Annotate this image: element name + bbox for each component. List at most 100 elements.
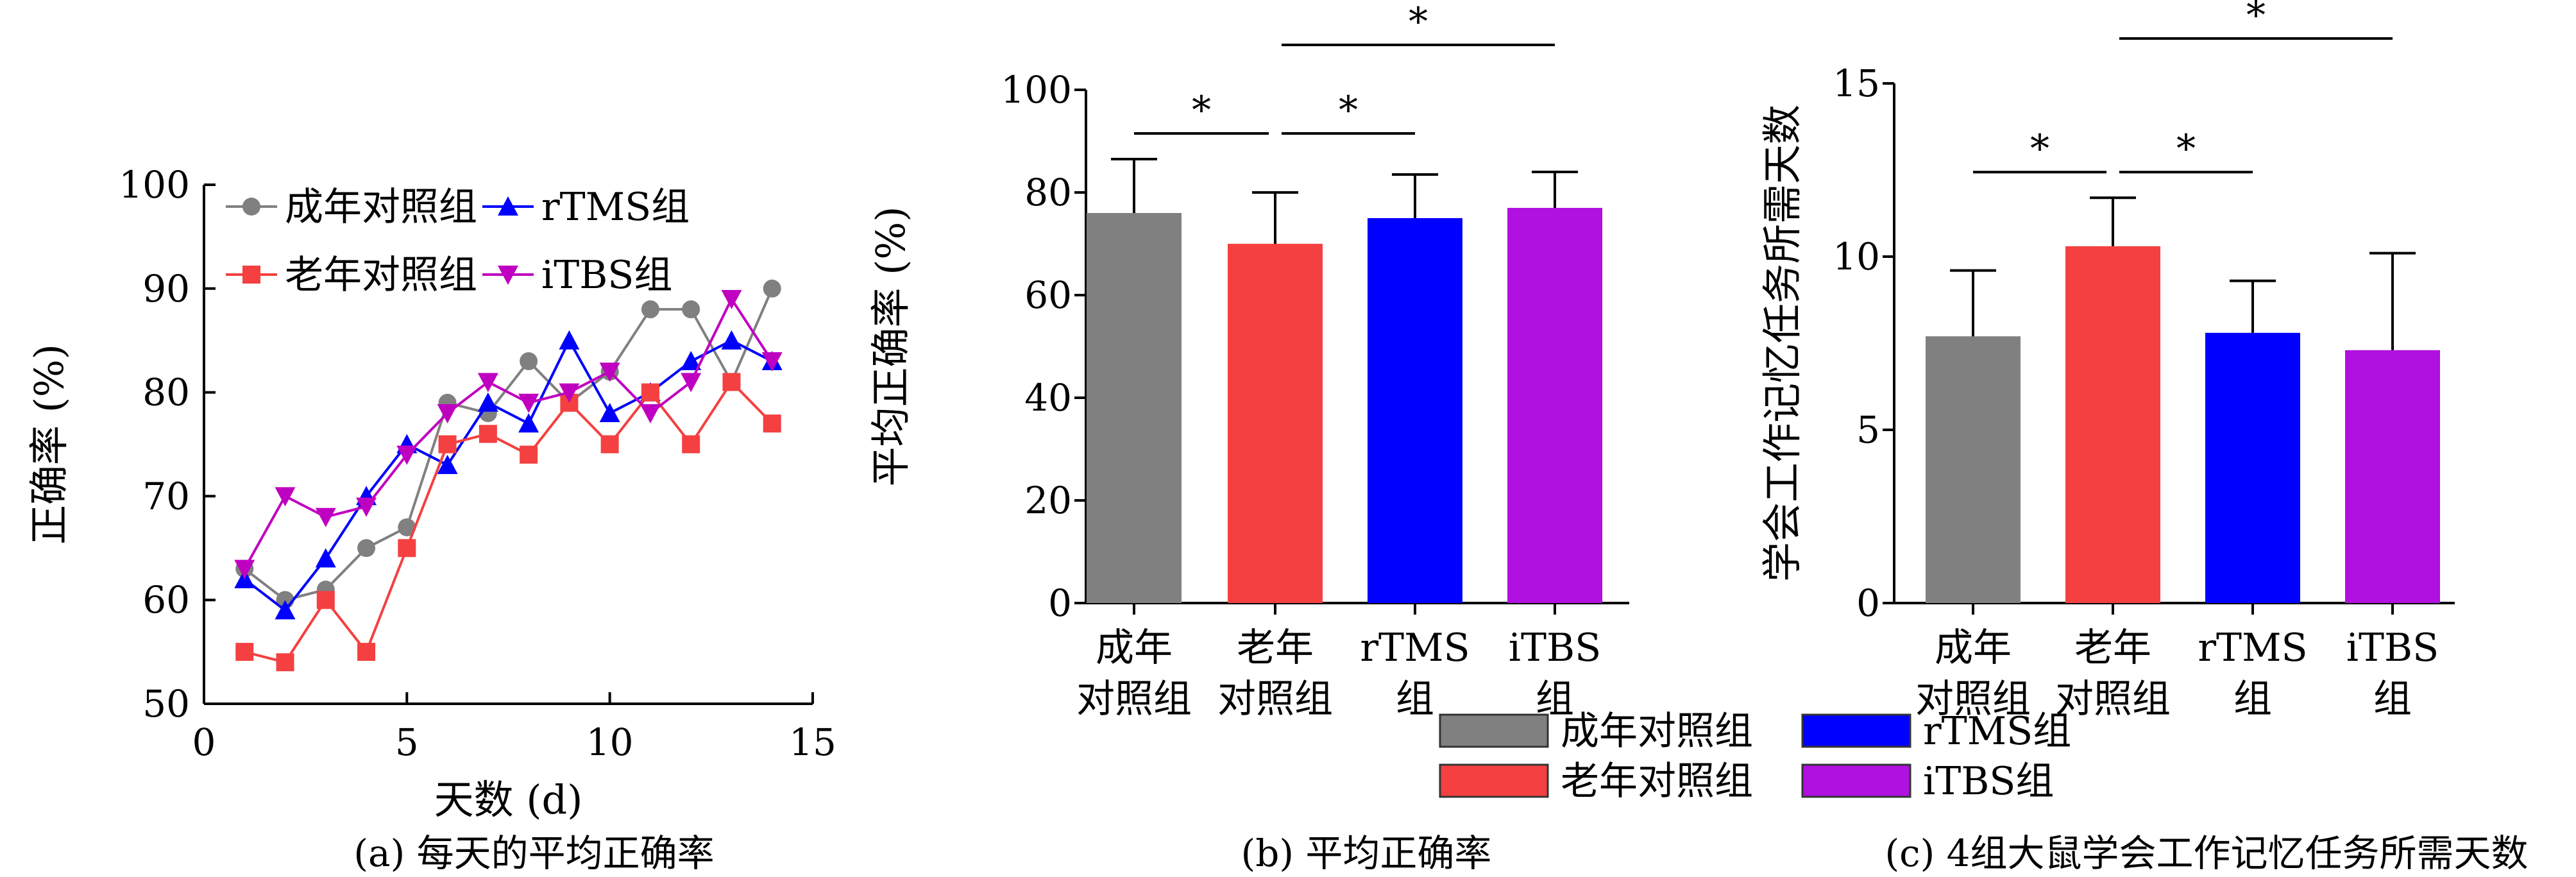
data-point xyxy=(357,643,376,661)
data-point xyxy=(681,373,702,393)
data-point xyxy=(599,402,620,422)
data-point xyxy=(477,392,498,412)
data-point xyxy=(518,413,539,433)
data-point xyxy=(682,300,700,319)
x-tick-label: 0 xyxy=(192,720,216,764)
x-tick-label: 组 xyxy=(1396,677,1434,722)
y-axis-title: 学会工作记忆任务所需天数 xyxy=(1759,105,1806,582)
legend-marker xyxy=(498,196,518,216)
y-axis-title: 正确率 (%) xyxy=(26,344,72,545)
legend-label: iTBS组 xyxy=(541,253,672,298)
x-tick-label: 老年 xyxy=(2074,626,2151,670)
y-tick-label: 20 xyxy=(1024,479,1072,522)
y-tick-label: 0 xyxy=(1856,581,1880,625)
legend-swatch xyxy=(1439,763,1549,798)
y-tick-label: 50 xyxy=(142,682,190,726)
y-tick-label: 15 xyxy=(1833,62,1880,105)
data-point xyxy=(641,300,659,319)
data-point xyxy=(761,352,783,372)
data-point xyxy=(437,404,458,423)
x-tick-label: 10 xyxy=(586,720,634,764)
data-point xyxy=(315,548,336,568)
legend-swatch xyxy=(1801,713,1911,748)
data-point xyxy=(763,414,781,433)
bar xyxy=(1087,213,1182,603)
legend-item: iTBS组 xyxy=(1801,759,2054,804)
y-axis-title: 平均正确率 (%) xyxy=(867,207,914,487)
bar xyxy=(2345,350,2440,603)
y-tick-label: 100 xyxy=(1001,68,1072,112)
legend-label: 成年对照组 xyxy=(285,185,477,230)
data-point xyxy=(559,383,580,403)
x-tick-label: 成年 xyxy=(1935,626,2012,670)
significance-bracket: * xyxy=(2119,126,2253,174)
bar xyxy=(1507,208,1602,603)
y-tick-label: 70 xyxy=(142,474,190,518)
data-point xyxy=(477,373,498,393)
bar-group: rTMS 组 xyxy=(1360,173,1470,722)
legend-item: 老年对照组 xyxy=(226,253,477,298)
data-point xyxy=(235,643,254,661)
x-tick-label: iTBS xyxy=(1509,626,1601,670)
bar-group: iTBS组 xyxy=(2345,251,2440,722)
y-tick-label: 80 xyxy=(142,371,190,414)
y-tick-label: 90 xyxy=(142,267,190,311)
x-tick-label: 老年 xyxy=(1237,626,1314,670)
bar-group: iTBS组 xyxy=(1507,171,1602,722)
legend-swatch xyxy=(1439,713,1549,748)
bar xyxy=(1368,218,1462,603)
bar-group: 老年对照组 xyxy=(1217,191,1333,722)
data-point xyxy=(396,445,418,465)
x-tick-label: 5 xyxy=(395,720,419,764)
data-point xyxy=(356,497,377,517)
legend-label: 老年对照组 xyxy=(285,253,477,298)
significance-star: * xyxy=(2176,126,2196,171)
data-point xyxy=(398,518,416,536)
data-point xyxy=(763,279,781,298)
legend-item: rTMS组 xyxy=(1801,709,2071,754)
data-point xyxy=(276,653,294,672)
legend-item: 成年对照组 xyxy=(1439,709,1753,754)
panel-caption: (a) 每天的平均正确率 xyxy=(353,831,714,875)
bar-group: 成年对照组 xyxy=(1915,269,2031,722)
y-tick-label: 40 xyxy=(1024,376,1072,420)
data-point xyxy=(681,351,702,371)
y-tick-label: 0 xyxy=(1048,581,1072,625)
legend-marker xyxy=(242,266,260,284)
data-point xyxy=(520,352,538,371)
panel-caption: (b) 平均正确率 xyxy=(1241,831,1492,875)
data-point xyxy=(722,373,741,391)
y-tick-label: 60 xyxy=(1024,273,1072,317)
bar xyxy=(2205,332,2300,603)
x-tick-label: 对照组 xyxy=(1915,677,2031,722)
y-tick-label: 10 xyxy=(1833,235,1880,278)
data-point xyxy=(398,539,416,558)
x-tick-label: iTBS xyxy=(2346,626,2439,670)
legend-swatch xyxy=(1801,763,1911,798)
significance-star: * xyxy=(2246,0,2266,38)
data-point xyxy=(520,445,538,464)
x-tick-label: 15 xyxy=(789,720,836,764)
x-tick-label: 对照组 xyxy=(2055,677,2171,722)
y-tick-label: 60 xyxy=(142,578,190,622)
x-tick-label: 成年 xyxy=(1096,626,1173,670)
bar-group: 成年对照组 xyxy=(1076,158,1192,722)
legend-label: iTBS组 xyxy=(1923,759,2054,804)
x-tick-label: rTMS xyxy=(2198,626,2307,670)
data-point xyxy=(721,330,742,350)
data-point xyxy=(640,404,661,423)
data-point xyxy=(234,559,255,579)
x-axis-title: 天数 (d) xyxy=(434,776,583,823)
data-point xyxy=(518,393,539,413)
data-point xyxy=(479,425,497,443)
y-tick-label: 5 xyxy=(1856,408,1880,452)
x-tick-label: 组 xyxy=(2233,677,2272,722)
y-tick-label: 80 xyxy=(1024,171,1072,214)
legend-marker xyxy=(498,266,518,285)
legend-label: rTMS组 xyxy=(541,185,690,230)
x-tick-label: 对照组 xyxy=(1076,677,1192,722)
series-4 xyxy=(234,289,783,579)
